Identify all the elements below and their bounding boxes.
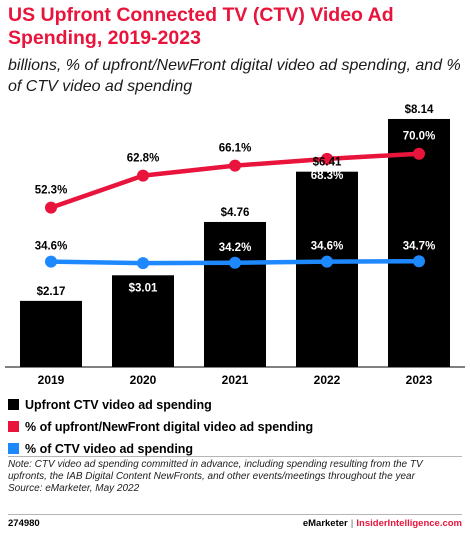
bar-2023 xyxy=(388,118,450,367)
chart-plot: $2.17 $3.01 $4.76 $6.41 $8.14 52.3% 62.8% 66.1%… xyxy=(5,104,465,387)
bar-value-label-2023: $8.14 xyxy=(405,104,434,116)
blue-series-point-2019 xyxy=(45,255,57,268)
blue-series-label-2020: 34.1% xyxy=(127,242,160,254)
source-text: Source: eMarketer, May 2022 xyxy=(8,483,140,494)
chart-title: US Upfront Connected TV (CTV) Video Ad S… xyxy=(8,4,394,49)
legend-label-bars: Upfront CTV video ad spending xyxy=(25,397,212,412)
legend-swatch-red-line xyxy=(8,421,19,432)
bar-2019 xyxy=(20,300,82,367)
blue-series-label-2021: 34.2% xyxy=(219,242,252,254)
red-series-point-2022 xyxy=(321,152,333,165)
footer-divider xyxy=(8,514,462,515)
red-series-label-2023: 70.0% xyxy=(403,131,436,143)
bar-value-label-2022: $6.41 xyxy=(313,157,342,169)
legend-label-blue-line: % of CTV video ad spending xyxy=(25,441,194,456)
red-series-label-2020: 62.8% xyxy=(127,153,160,165)
note-divider xyxy=(8,456,462,457)
legend-item-red-line: % of upfront/NewFront digital video ad s… xyxy=(8,417,313,436)
bar-value-label-2020: $3.01 xyxy=(129,282,158,294)
bar-2020 xyxy=(112,275,174,367)
blue-series-label-2019: 34.6% xyxy=(35,241,68,253)
red-series-label-2022: 68.3% xyxy=(311,170,344,182)
bar-2022 xyxy=(296,171,358,367)
red-series-label-2019: 52.3% xyxy=(35,185,68,197)
x-tick-label-2019: 2019 xyxy=(38,373,65,387)
blue-series-point-2022 xyxy=(321,255,333,268)
legend-item-bars: Upfront CTV video ad spending xyxy=(8,395,313,414)
blue-series-label-2023: 34.7% xyxy=(403,240,436,252)
x-tick-label-2020: 2020 xyxy=(130,373,157,387)
note-text: Note: CTV video ad spending committed in… xyxy=(8,459,423,482)
bar-value-label-2021: $4.76 xyxy=(221,207,250,219)
chart-legend: Upfront CTV video ad spending % of upfro… xyxy=(8,395,313,461)
legend-label-red-line: % of upfront/NewFront digital video ad s… xyxy=(25,419,314,434)
brand-separator: | xyxy=(350,518,354,529)
chart-note: Note: CTV video ad spending committed in… xyxy=(8,459,463,495)
chart-id: 274980 xyxy=(8,518,40,529)
bar-value-label-2019: $2.17 xyxy=(37,286,66,298)
brand-insider-intelligence: InsiderIntelligence.com xyxy=(356,518,462,529)
blue-series-point-2023 xyxy=(413,255,425,268)
blue-series-point-2021 xyxy=(229,256,241,269)
blue-series-label-2022: 34.6% xyxy=(311,241,344,253)
red-series-point-2019 xyxy=(45,201,57,214)
x-tick-label-2023: 2023 xyxy=(406,373,433,387)
x-tick-label-2021: 2021 xyxy=(222,373,249,387)
legend-swatch-blue-line xyxy=(8,443,19,454)
blue-series-point-2020 xyxy=(137,257,149,270)
brand-emarketer: eMarketer xyxy=(302,518,348,529)
chart-subtitle: billions, % of upfront/NewFront digital … xyxy=(8,57,461,95)
legend-item-blue-line: % of CTV video ad spending xyxy=(8,439,313,458)
red-series-label-2021: 66.1% xyxy=(219,143,252,155)
red-series-point-2021 xyxy=(229,159,241,172)
brand-footer: eMarketer | InsiderIntelligence.com xyxy=(303,518,462,529)
legend-swatch-bars xyxy=(8,399,19,410)
red-series-point-2020 xyxy=(137,169,149,182)
red-series-point-2023 xyxy=(413,147,425,160)
bar-2021 xyxy=(204,221,266,367)
x-tick-label-2022: 2022 xyxy=(314,373,341,387)
